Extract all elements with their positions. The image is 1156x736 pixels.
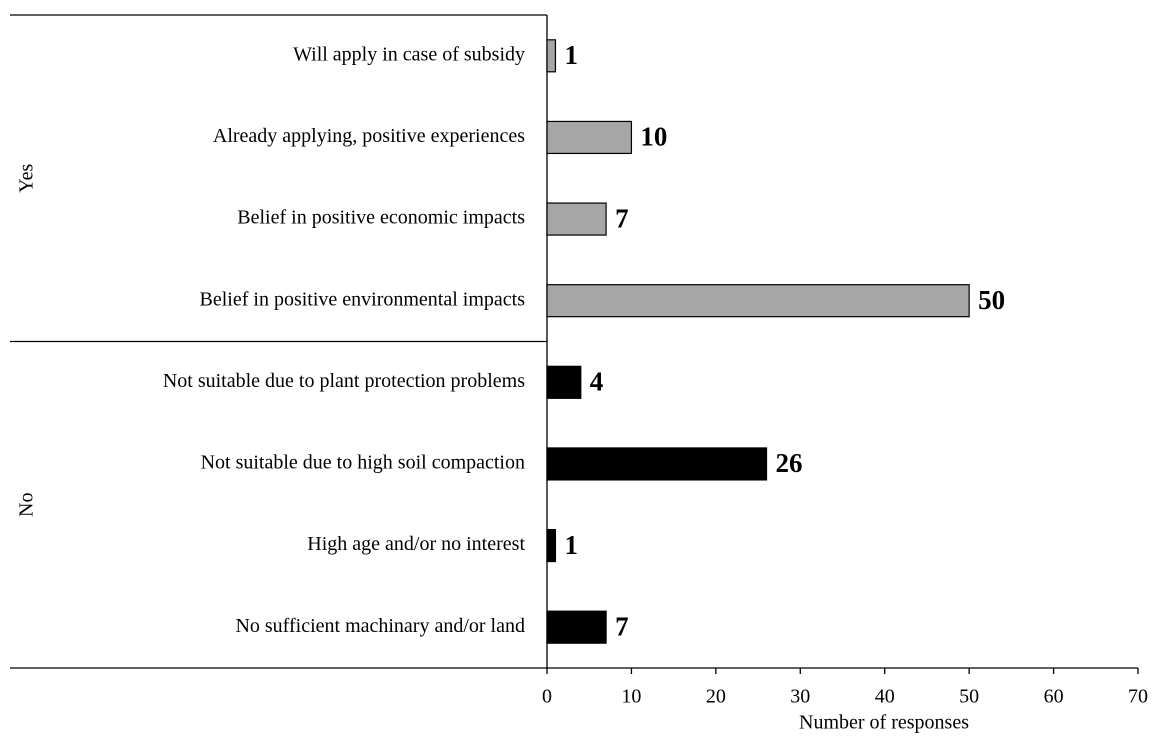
value-label: 1: [564, 530, 578, 560]
value-label: 7: [615, 611, 629, 641]
category-label: No sufficient machinary and/or land: [235, 615, 525, 637]
category-label: Belief in positive environmental impacts: [200, 288, 526, 310]
bar: [546, 120, 633, 155]
category-label: Belief in positive economic impacts: [237, 207, 525, 229]
x-tick-label: 50: [959, 686, 979, 708]
value-label: 10: [640, 122, 667, 152]
x-tick-label: 40: [875, 686, 895, 708]
group-label: No: [16, 493, 38, 517]
bar: [546, 202, 607, 236]
x-tick-label: 0: [542, 686, 552, 708]
bar: [546, 610, 607, 644]
category-label: Will apply in case of subsidy: [293, 43, 525, 65]
value-label: 50: [978, 285, 1005, 315]
category-label: Not suitable due to plant protection pro…: [163, 370, 525, 392]
x-tick-label: 60: [1044, 686, 1064, 708]
category-label: Not suitable due to high soil compaction: [201, 452, 525, 474]
value-label: 26: [776, 448, 803, 478]
value-label: 1: [564, 40, 578, 70]
category-label: Already applying, positive experiences: [213, 125, 525, 147]
bar: [546, 447, 768, 481]
x-tick-label: 30: [790, 686, 810, 708]
bar: [546, 528, 557, 563]
x-tick-label: 20: [706, 686, 726, 708]
bar: [546, 284, 970, 318]
group-label: Yes: [16, 163, 38, 192]
category-label: High age and/or no interest: [307, 533, 525, 555]
x-tick-label: 10: [621, 686, 641, 708]
bar: [546, 365, 582, 399]
bar: [546, 39, 557, 73]
value-label: 7: [615, 203, 629, 233]
x-axis-label: Number of responses: [799, 712, 969, 734]
x-tick-label: 70: [1128, 686, 1148, 708]
value-label: 4: [590, 367, 604, 397]
